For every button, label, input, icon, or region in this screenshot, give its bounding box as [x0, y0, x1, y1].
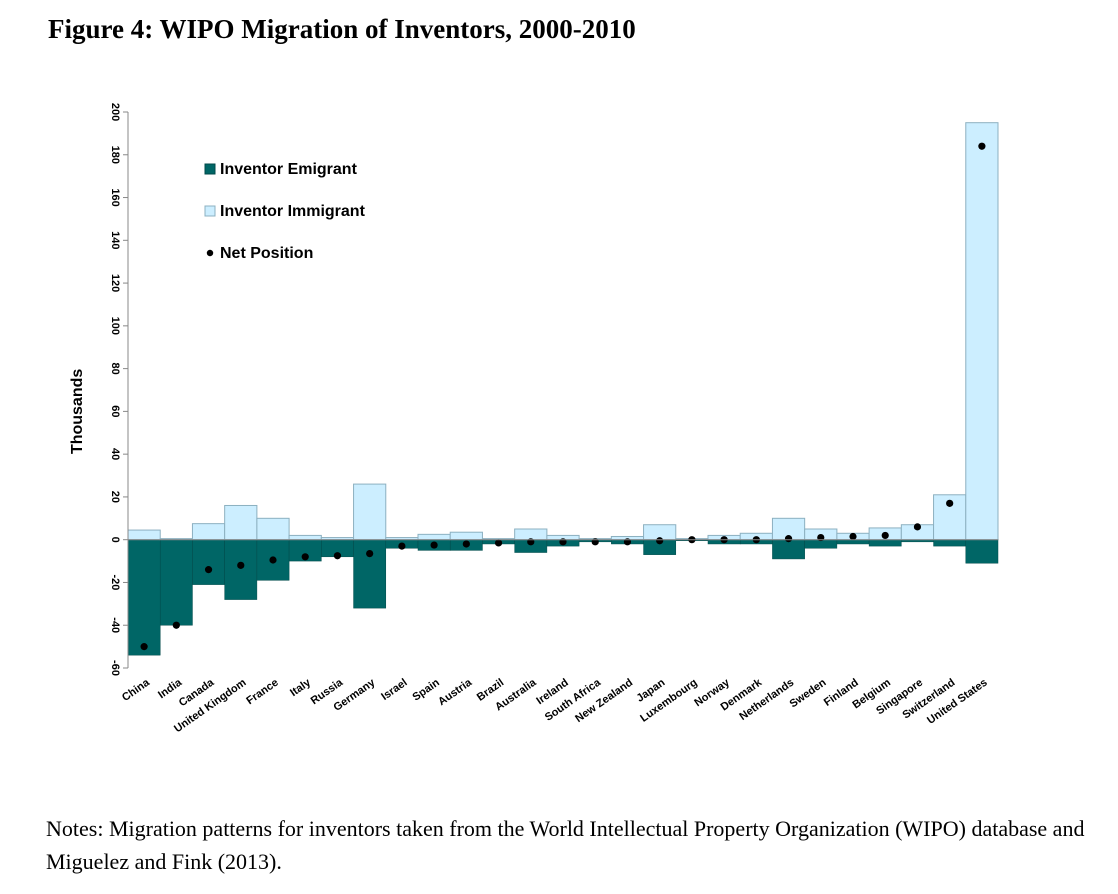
- net-position-point-austria: [462, 540, 470, 548]
- emigrant-bar-switzerland: [933, 539, 967, 547]
- emigrant-bar-united-states: [965, 539, 999, 564]
- y-tick-label: 180: [109, 146, 121, 164]
- category-label-france: France: [244, 677, 280, 708]
- category-label-austria: Austria: [436, 676, 475, 708]
- y-tick-label: 140: [109, 231, 121, 249]
- net-position-point-spain: [430, 541, 438, 549]
- emigrant-bar-canada: [192, 539, 225, 585]
- immigrant-bar-united-kingdom: [224, 504, 258, 541]
- net-position-point-france: [269, 556, 277, 564]
- net-position-point-switzerland: [946, 499, 954, 507]
- net-position-point-germany: [366, 549, 374, 558]
- legend-inventor-immigrant-label: Inventor Immigrant: [220, 203, 366, 220]
- plot-area: [127, 122, 999, 656]
- legend: Inventor Emigrant Inventor Immigrant Net P…: [204, 161, 366, 262]
- y-tick-label: 0: [109, 537, 121, 543]
- y-tick-label: 100: [109, 317, 121, 335]
- category-label-israel: Israel: [379, 677, 409, 703]
- immigrant-bar-italy: [288, 534, 322, 541]
- immigrant-bar-united-states: [965, 122, 999, 541]
- immigrant-bar-china: [127, 529, 161, 541]
- net-position-point-finland: [849, 532, 857, 541]
- net-position-point-netherlands: [784, 535, 793, 543]
- y-tick-label: 200: [109, 103, 121, 121]
- net-position-point-united-states: [978, 142, 986, 150]
- emigrant-bar-belgium: [868, 539, 902, 547]
- category-label-new-zealand: New Zealand: [573, 677, 635, 725]
- immigrant-bar-canada: [191, 523, 226, 541]
- immigrant-bar-australia: [514, 528, 548, 541]
- legend-inventor-immigrant-swatch: [204, 205, 216, 217]
- legend-inventor-emigrant-label: Inventor Emigrant: [220, 161, 358, 178]
- figure-notes: Notes: Migration patterns for inventors …: [46, 816, 1085, 874]
- net-position-point-belgium: [881, 531, 889, 540]
- net-position-point-israel: [398, 542, 406, 550]
- category-label-luxembourg: Luxembourg: [638, 677, 699, 725]
- bar-chart: -60 -40 -20 0 20 40 60 80 100 120 140 160 180 200 Thou…: [69, 103, 999, 735]
- net-position-point-brazil: [494, 539, 503, 547]
- y-tick-label: 40: [109, 448, 121, 460]
- y-axis-label: Thousands: [69, 369, 86, 454]
- emigrant-bar-germany: [353, 539, 387, 609]
- legend-net-position-marker: [206, 249, 214, 257]
- y-tick-label: -40: [109, 617, 121, 633]
- category-label-sweden: Sweden: [788, 676, 829, 710]
- y-tick-label: 120: [109, 274, 121, 292]
- axes: -60 -40 -20 0 20 40 60 80 100 120 140 160 180 200 Thou…: [69, 103, 998, 735]
- immigrant-bar-austria: [449, 531, 483, 541]
- emigrant-bar-netherlands: [772, 539, 805, 560]
- emigrant-bar-china: [127, 539, 161, 656]
- emigrant-bar-finland: [836, 539, 870, 545]
- figure-title: Figure 4: WIPO Migration of Inventors, 2…: [48, 14, 636, 44]
- net-position-point-canada: [204, 566, 213, 574]
- emigrant-bar-india: [159, 539, 193, 626]
- y-tick-label: 80: [109, 362, 121, 374]
- net-position-point-china: [140, 643, 148, 651]
- legend-inventor-emigrant-swatch: [204, 163, 216, 175]
- net-position-point-united-kingdom: [237, 561, 245, 569]
- net-position-point-india: [172, 621, 180, 629]
- y-tick-label: 160: [109, 188, 121, 206]
- y-tick-label: -20: [109, 575, 121, 591]
- legend-net-position-label: Net Position: [220, 245, 313, 262]
- immigrant-bar-france: [256, 517, 290, 541]
- net-position-point-italy: [301, 553, 309, 561]
- net-position-point-japan: [656, 537, 664, 545]
- emigrant-bar-united-kingdom: [224, 539, 258, 600]
- y-tick-label: 60: [109, 405, 121, 417]
- category-label-china: China: [120, 676, 153, 704]
- immigrant-bar-germany: [353, 483, 387, 541]
- immigrant-bar-spain: [417, 533, 451, 541]
- net-position-point-singapore: [913, 523, 922, 531]
- y-tick-label: 20: [109, 491, 121, 503]
- net-position-point-russia: [333, 552, 342, 560]
- y-tick-label: -60: [109, 660, 121, 676]
